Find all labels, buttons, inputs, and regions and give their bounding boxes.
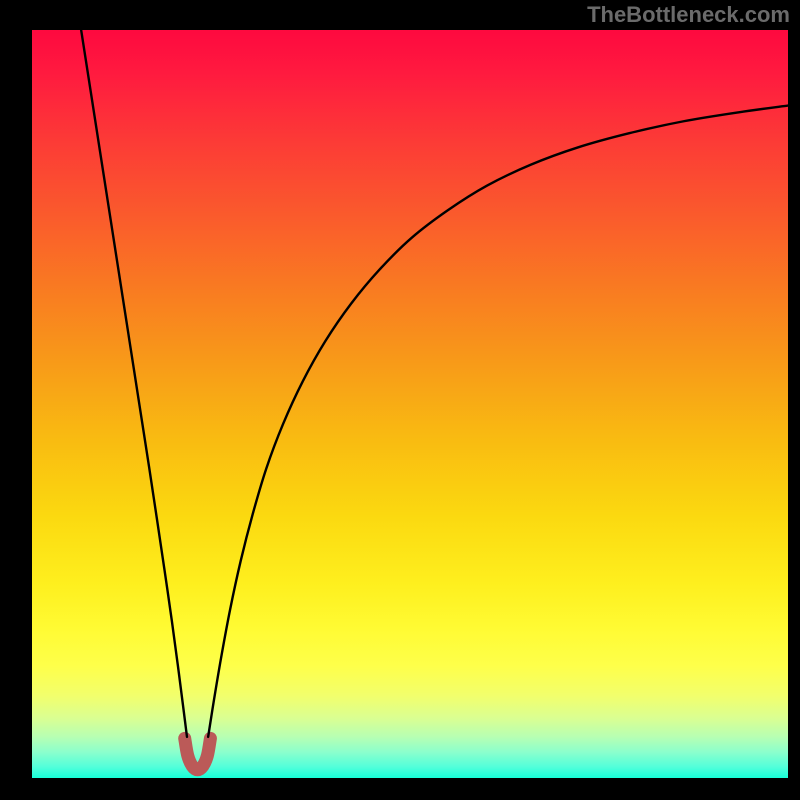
chart-background [32,30,788,778]
chart-container: TheBottleneck.com [0,0,800,800]
chart-plot-area [32,30,788,778]
watermark-text: TheBottleneck.com [587,2,790,28]
chart-svg [32,30,788,778]
